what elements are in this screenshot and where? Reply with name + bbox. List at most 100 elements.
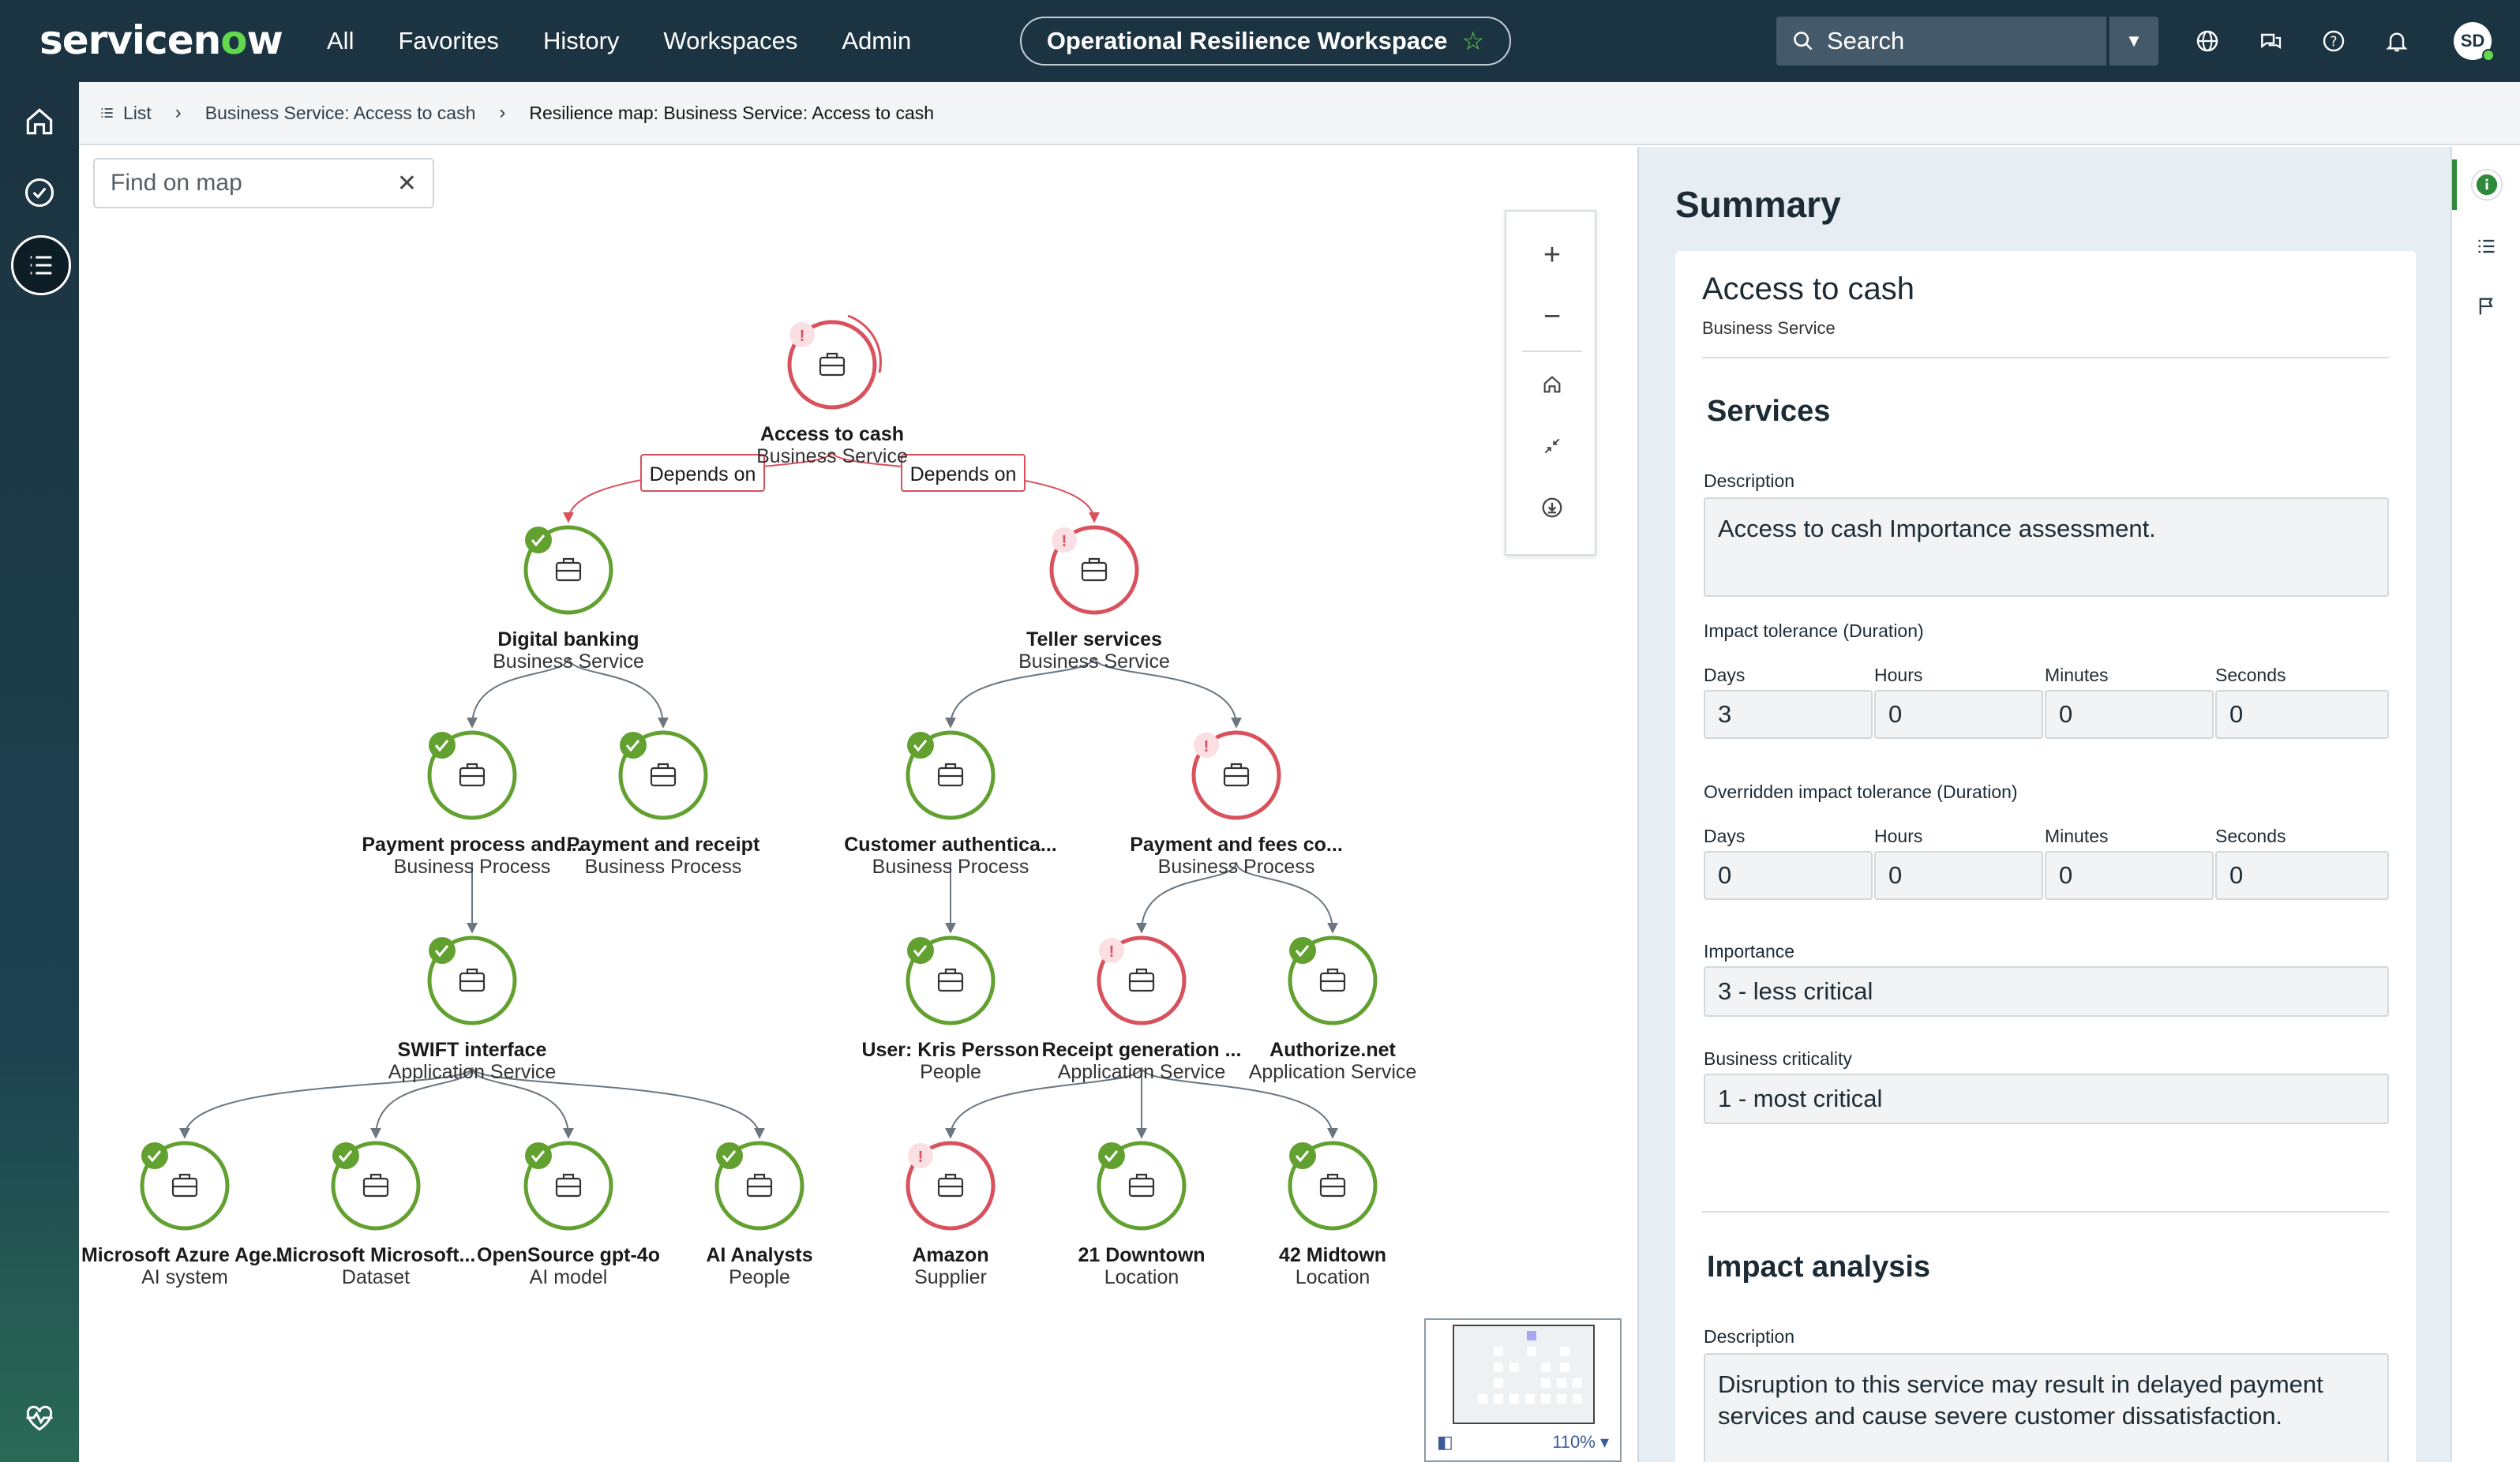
business-criticality-field[interactable]: 1 - most critical bbox=[1704, 1074, 2389, 1124]
impact-analysis-heading: Impact analysis bbox=[1707, 1250, 1931, 1284]
minimap-node bbox=[1525, 1394, 1535, 1404]
svg-text:!: ! bbox=[1204, 738, 1209, 755]
heart-pulse-icon[interactable] bbox=[17, 1396, 62, 1440]
breadcrumb-item-service[interactable]: Business Service: Access to cash bbox=[204, 102, 476, 123]
map-node-pf[interactable]: ! Payment and fees co...Business Process bbox=[1130, 730, 1343, 878]
briefcase-icon bbox=[937, 763, 964, 787]
svg-text:Depends on: Depends on bbox=[650, 463, 756, 485]
impact-minutes-field[interactable]: 0 bbox=[2045, 690, 2214, 739]
nav-history[interactable]: History bbox=[542, 27, 620, 54]
clear-icon[interactable]: ✕ bbox=[396, 170, 417, 197]
edge-db-pp bbox=[467, 656, 569, 729]
nav-workspaces[interactable]: Workspaces bbox=[663, 27, 798, 54]
node-type: Application Service bbox=[1249, 1061, 1417, 1083]
node-label: Authorize.net bbox=[1269, 1039, 1396, 1061]
list-icon[interactable] bbox=[2468, 227, 2506, 265]
impact-hours-field[interactable]: 0 bbox=[1874, 690, 2043, 739]
minimap-toolbar: ◧ 110% ▾ bbox=[1426, 1424, 1620, 1460]
chat-icon[interactable] bbox=[2255, 25, 2286, 57]
download-button[interactable] bbox=[1506, 477, 1598, 538]
seconds-label: Seconds bbox=[2215, 665, 2286, 685]
home-icon[interactable] bbox=[17, 99, 62, 144]
node-type: Business Service bbox=[756, 445, 908, 467]
impact-description-field[interactable]: Disruption to this service may result in… bbox=[1704, 1353, 2389, 1462]
search-scope-dropdown[interactable]: ▼ bbox=[2109, 17, 2158, 66]
impact-days-field[interactable]: 3 bbox=[1704, 690, 1873, 739]
check-badge-icon bbox=[907, 732, 934, 759]
breadcrumb-list-label: List bbox=[123, 102, 152, 123]
collapse-button[interactable] bbox=[1506, 415, 1598, 477]
global-search-input[interactable]: Search bbox=[1776, 17, 2106, 66]
impact-seconds-field[interactable]: 0 bbox=[2215, 690, 2389, 739]
briefcase-icon bbox=[937, 1173, 964, 1198]
check-badge-icon bbox=[525, 1142, 552, 1169]
node-label: Teller services bbox=[1026, 628, 1162, 650]
edge-pf-rg bbox=[1136, 861, 1237, 934]
help-icon[interactable]: ? bbox=[2318, 25, 2349, 57]
overridden-minutes-field[interactable]: 0 bbox=[2045, 851, 2214, 900]
list-icon[interactable] bbox=[11, 235, 71, 295]
days-label: Days bbox=[1704, 826, 1746, 846]
map-node-ma[interactable]: Microsoft Azure Age...AI system bbox=[81, 1141, 288, 1288]
zoom-level-select[interactable]: 110% ▾ bbox=[1552, 1432, 1609, 1452]
overridden-hours-field[interactable]: 0 bbox=[1874, 851, 2043, 900]
svg-text:!: ! bbox=[800, 328, 805, 345]
description-label: Description bbox=[1704, 470, 1795, 491]
check-circle-icon[interactable] bbox=[17, 171, 62, 215]
overridden-days-field[interactable]: 0 bbox=[1704, 851, 1873, 900]
services-description-field[interactable]: Access to cash Importance assessment. bbox=[1704, 497, 2389, 597]
globe-icon[interactable] bbox=[2192, 25, 2223, 57]
dependency-graph: Depends on Depends on!Access to cashBusin… bbox=[81, 314, 1417, 1288]
workspace-title-pill[interactable]: Operational Resilience Workspace ☆ bbox=[1020, 17, 1511, 66]
nav-favorites[interactable]: Favorites bbox=[398, 27, 499, 54]
minimap-toggle-icon[interactable]: ◧ bbox=[1437, 1432, 1453, 1452]
map-node-ca[interactable]: Customer authentica...Business Process bbox=[844, 730, 1057, 878]
find-on-map-input[interactable]: Find on map ✕ bbox=[93, 158, 434, 208]
minimap-viewport[interactable] bbox=[1453, 1325, 1595, 1424]
edge-sw-mm bbox=[370, 1067, 473, 1139]
resilience-map[interactable]: Find on map ✕ Depends on Depends on! Acces… bbox=[79, 147, 1636, 1462]
node-label: Payment and receipt bbox=[567, 834, 760, 856]
node-type: Business Process bbox=[394, 856, 551, 878]
node-type: AI model bbox=[530, 1266, 608, 1288]
breadcrumb-list[interactable]: List bbox=[99, 103, 152, 124]
zoom-level: 110% bbox=[1552, 1432, 1596, 1452]
node-label: Access to cash bbox=[760, 423, 904, 445]
find-on-map-placeholder: Find on map bbox=[111, 170, 242, 196]
minimap[interactable]: ◧ 110% ▾ bbox=[1424, 1318, 1622, 1462]
node-label: Customer authentica... bbox=[844, 834, 1057, 856]
map-node-pp[interactable]: Payment process and...Business Process bbox=[362, 730, 583, 878]
flag-icon[interactable] bbox=[2468, 287, 2506, 325]
map-node-mm[interactable]: Microsoft Microsoft...Dataset bbox=[276, 1141, 476, 1288]
map-node-rg[interactable]: ! Receipt generation ...Application Servi… bbox=[1042, 935, 1242, 1083]
bell-icon[interactable] bbox=[2381, 25, 2413, 57]
nav-all[interactable]: All bbox=[327, 27, 354, 54]
zoom-in-button[interactable]: + bbox=[1506, 224, 1598, 286]
servicenow-logo[interactable]: servicenow bbox=[39, 17, 283, 63]
info-icon[interactable] bbox=[2468, 166, 2506, 204]
chevron-right-icon: › bbox=[174, 102, 182, 123]
overridden-seconds-field[interactable]: 0 bbox=[2215, 851, 2389, 900]
importance-field[interactable]: 3 - less critical bbox=[1704, 966, 2389, 1017]
node-type: Dataset bbox=[342, 1266, 410, 1288]
nav-menu: All Favorites History Workspaces Admin bbox=[327, 0, 911, 82]
nav-admin[interactable]: Admin bbox=[842, 27, 912, 54]
reset-view-button[interactable] bbox=[1506, 354, 1598, 415]
check-badge-icon bbox=[1098, 1142, 1125, 1169]
star-icon[interactable]: ☆ bbox=[1461, 27, 1485, 55]
zoom-out-button[interactable]: − bbox=[1506, 286, 1598, 347]
search-placeholder: Search bbox=[1827, 27, 1905, 54]
minimap-node bbox=[1560, 1347, 1569, 1356]
